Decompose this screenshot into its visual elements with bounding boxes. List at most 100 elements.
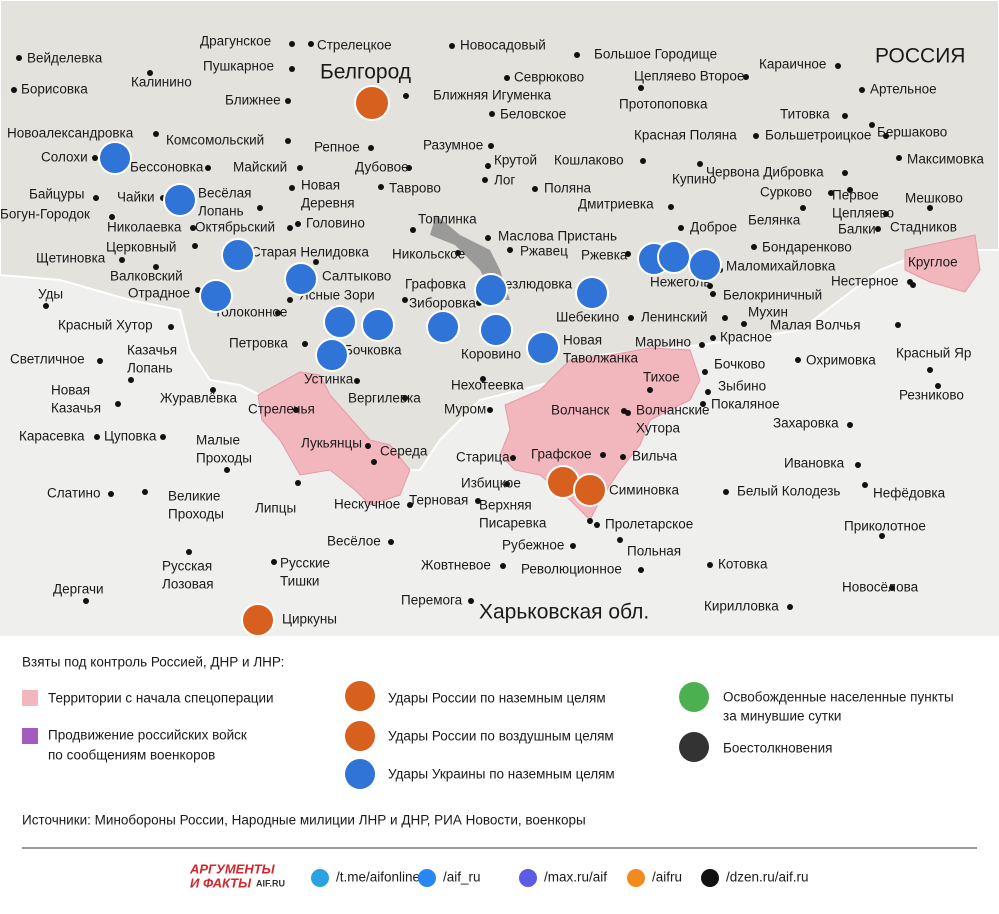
place-dot xyxy=(699,342,705,348)
place-dot xyxy=(647,387,653,393)
legend-icon xyxy=(345,721,375,751)
place-label: Русская xyxy=(162,559,212,574)
place-label: Драгунское xyxy=(200,34,271,49)
place-dot xyxy=(92,155,98,161)
place-label: Артельное xyxy=(870,82,937,97)
legend-icon xyxy=(679,682,709,712)
place-dot xyxy=(625,410,631,416)
footer-link[interactable]: /max.ru/aif xyxy=(544,870,607,885)
place-label: Калинино xyxy=(131,75,192,90)
place-dot xyxy=(883,133,889,139)
place-label: Липцы xyxy=(255,501,296,516)
footer-link[interactable]: /t.me/aifonline xyxy=(336,870,420,885)
legend-icon xyxy=(345,681,375,711)
place-label: Топлинка xyxy=(418,212,477,227)
footer-link[interactable]: /aifru xyxy=(652,870,682,885)
place-label: Нескучное xyxy=(334,497,400,512)
place-label: Уды xyxy=(38,287,63,302)
place-label: Лукьянцы xyxy=(301,436,362,451)
place-dot xyxy=(388,539,394,545)
place-label: Карасевка xyxy=(19,429,85,444)
place-label: Доброе xyxy=(690,220,737,235)
ua-strike xyxy=(284,262,318,296)
place-label: Таврово xyxy=(389,181,441,196)
place-label: Волчанские xyxy=(636,403,710,418)
place-label: Комсомольский xyxy=(166,133,264,148)
ua-strike xyxy=(575,276,609,310)
place-dot xyxy=(403,93,409,99)
place-dot xyxy=(160,434,166,440)
place-dot xyxy=(895,322,901,328)
place-dot xyxy=(751,244,757,250)
place-dot xyxy=(115,401,121,407)
place-label: Кирилловка xyxy=(704,599,779,614)
place-label: Большое Городище xyxy=(594,47,717,62)
place-label: Нехотеевка xyxy=(451,378,524,393)
place-label: Крутой xyxy=(494,153,537,168)
place-dot xyxy=(289,41,295,47)
link-icon[interactable] xyxy=(519,869,537,887)
place-dot xyxy=(570,543,576,549)
ru-strike xyxy=(241,603,275,637)
place-dot xyxy=(285,138,291,144)
place-dot xyxy=(190,225,196,231)
place-label: Ленинский xyxy=(641,310,708,325)
place-dot xyxy=(700,401,706,407)
place-dot xyxy=(295,480,301,486)
place-dot xyxy=(97,358,103,364)
place-dot xyxy=(224,467,230,473)
place-dot xyxy=(574,52,580,58)
place-dot xyxy=(205,165,211,171)
place-dot xyxy=(119,257,125,263)
place-label: Зыбино xyxy=(718,379,766,394)
place-label: Стрелечья xyxy=(248,402,315,417)
place-dot xyxy=(638,567,644,573)
legend-text: Удары Украины по наземным целям xyxy=(388,767,615,782)
place-label: Петровка xyxy=(229,336,288,351)
place-label: Мешково xyxy=(905,191,963,206)
place-dot xyxy=(371,459,377,465)
place-label: Волчанск xyxy=(551,403,610,418)
legend-swatch xyxy=(22,728,38,744)
place-dot xyxy=(842,170,848,176)
place-dot xyxy=(108,491,114,497)
place-label: Коровино xyxy=(461,347,521,362)
place-dot xyxy=(787,604,793,610)
place-dot xyxy=(594,522,600,528)
place-label: Первое xyxy=(832,188,879,203)
place-dot xyxy=(482,177,488,183)
place-label: Русские xyxy=(280,556,330,571)
place-label: Журавлёвка xyxy=(160,391,238,406)
legend-text: по сообщениям военкоров xyxy=(48,748,215,763)
place-label: Весёлое xyxy=(327,534,381,549)
place-dot xyxy=(697,161,703,167)
footer-link[interactable]: /dzen.ru/aif.ru xyxy=(726,870,809,885)
link-icon[interactable] xyxy=(701,869,719,887)
legend-icon xyxy=(345,759,375,789)
place-dot xyxy=(295,221,301,227)
footer-link[interactable]: /aif_ru xyxy=(443,870,481,885)
ua-strike xyxy=(163,183,197,217)
place-label: Большетроицкое xyxy=(765,128,871,143)
link-icon[interactable] xyxy=(418,869,436,887)
place-dot xyxy=(407,502,413,508)
link-icon[interactable] xyxy=(311,869,329,887)
place-label: Белый Колодезь xyxy=(737,484,840,499)
place-dot xyxy=(668,204,674,210)
place-label: Отрадное xyxy=(128,286,190,301)
legend-icon xyxy=(679,732,709,762)
controlled-area xyxy=(257,371,411,506)
place-dot xyxy=(504,481,510,487)
ua-strike xyxy=(688,248,722,282)
footer-links: /t.me/aifonline/aif_ru/max.ru/aif/aifru /… xyxy=(311,869,809,887)
place-dot xyxy=(94,434,100,440)
place-dot xyxy=(620,454,626,460)
link-icon[interactable] xyxy=(627,869,645,887)
legend-text: Удары России по воздушным целям xyxy=(388,729,614,744)
place-dot xyxy=(83,598,89,604)
place-dot xyxy=(896,155,902,161)
place-label: Червона Дибровка xyxy=(706,165,824,180)
place-label: Новоалександровка xyxy=(7,126,134,141)
place-label: Лопань xyxy=(127,361,173,376)
place-dot xyxy=(287,297,293,303)
